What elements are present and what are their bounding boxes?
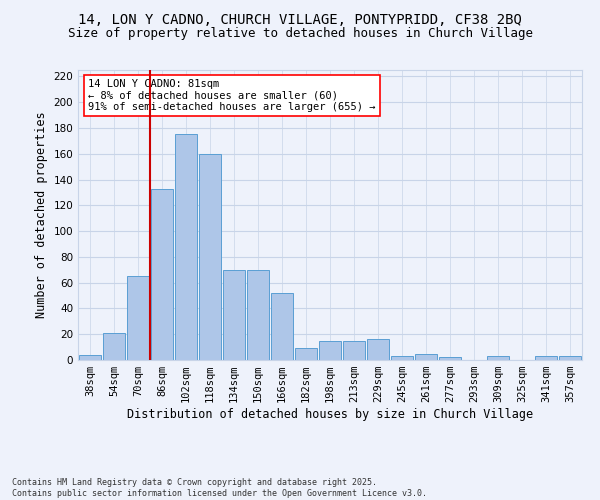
Bar	[127, 276, 149, 360]
Bar	[319, 340, 341, 360]
Bar	[175, 134, 197, 360]
Text: 14, LON Y CADNO, CHURCH VILLAGE, PONTYPRIDD, CF38 2BQ: 14, LON Y CADNO, CHURCH VILLAGE, PONTYPR…	[78, 12, 522, 26]
Bar	[487, 356, 509, 360]
Text: 14 LON Y CADNO: 81sqm
← 8% of detached houses are smaller (60)
91% of semi-detac: 14 LON Y CADNO: 81sqm ← 8% of detached h…	[88, 78, 376, 112]
Bar	[151, 188, 173, 360]
Bar	[535, 356, 557, 360]
Text: Size of property relative to detached houses in Church Village: Size of property relative to detached ho…	[67, 28, 533, 40]
Y-axis label: Number of detached properties: Number of detached properties	[35, 112, 48, 318]
Bar	[199, 154, 221, 360]
Bar	[223, 270, 245, 360]
X-axis label: Distribution of detached houses by size in Church Village: Distribution of detached houses by size …	[127, 408, 533, 421]
Bar	[295, 348, 317, 360]
Bar	[343, 340, 365, 360]
Bar	[367, 340, 389, 360]
Bar	[79, 355, 101, 360]
Bar	[415, 354, 437, 360]
Bar	[103, 333, 125, 360]
Text: Contains HM Land Registry data © Crown copyright and database right 2025.
Contai: Contains HM Land Registry data © Crown c…	[12, 478, 427, 498]
Bar	[247, 270, 269, 360]
Bar	[391, 356, 413, 360]
Bar	[271, 293, 293, 360]
Bar	[439, 358, 461, 360]
Bar	[559, 356, 581, 360]
